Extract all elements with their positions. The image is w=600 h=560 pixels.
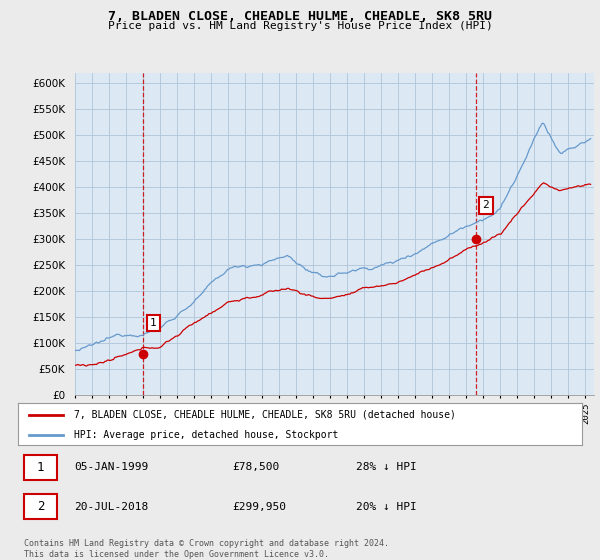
Text: Price paid vs. HM Land Registry's House Price Index (HPI): Price paid vs. HM Land Registry's House … bbox=[107, 21, 493, 31]
FancyBboxPatch shape bbox=[23, 455, 58, 480]
Text: 05-JAN-1999: 05-JAN-1999 bbox=[74, 463, 149, 472]
Text: Contains HM Land Registry data © Crown copyright and database right 2024.
This d: Contains HM Land Registry data © Crown c… bbox=[24, 539, 389, 559]
Text: 2: 2 bbox=[37, 500, 44, 513]
FancyBboxPatch shape bbox=[23, 494, 58, 519]
Text: 28% ↓ HPI: 28% ↓ HPI bbox=[356, 463, 417, 472]
Text: £78,500: £78,500 bbox=[232, 463, 280, 472]
Text: 20-JUL-2018: 20-JUL-2018 bbox=[74, 502, 149, 511]
Text: 1: 1 bbox=[37, 461, 44, 474]
Text: 20% ↓ HPI: 20% ↓ HPI bbox=[356, 502, 417, 511]
Text: 7, BLADEN CLOSE, CHEADLE HULME, CHEADLE, SK8 5RU (detached house): 7, BLADEN CLOSE, CHEADLE HULME, CHEADLE,… bbox=[74, 410, 456, 420]
Text: £299,950: £299,950 bbox=[232, 502, 286, 511]
Text: 7, BLADEN CLOSE, CHEADLE HULME, CHEADLE, SK8 5RU: 7, BLADEN CLOSE, CHEADLE HULME, CHEADLE,… bbox=[108, 10, 492, 23]
Text: HPI: Average price, detached house, Stockport: HPI: Average price, detached house, Stoc… bbox=[74, 430, 339, 440]
Text: 2: 2 bbox=[482, 200, 490, 210]
Text: 1: 1 bbox=[150, 318, 157, 328]
